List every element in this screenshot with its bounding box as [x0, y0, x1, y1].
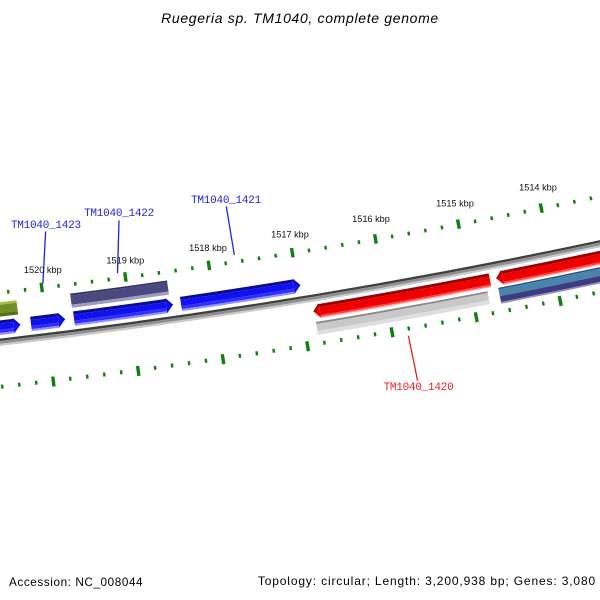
svg-text:1516 kbp: 1516 kbp	[352, 214, 390, 224]
svg-text:1519 kbp: 1519 kbp	[106, 256, 144, 266]
svg-text:1520 kbp: 1520 kbp	[24, 265, 62, 275]
svg-text:TM1040_1422: TM1040_1422	[84, 208, 154, 220]
svg-text:TM1040_1420: TM1040_1420	[384, 382, 454, 394]
svg-text:TM1040_1423: TM1040_1423	[11, 220, 81, 232]
svg-text:TM1040_1421: TM1040_1421	[191, 195, 262, 207]
svg-text:1514 kbp: 1514 kbp	[519, 182, 557, 192]
svg-text:1515 kbp: 1515 kbp	[436, 198, 474, 208]
svg-text:1518 kbp: 1518 kbp	[189, 243, 227, 253]
svg-text:1517 kbp: 1517 kbp	[271, 229, 309, 239]
